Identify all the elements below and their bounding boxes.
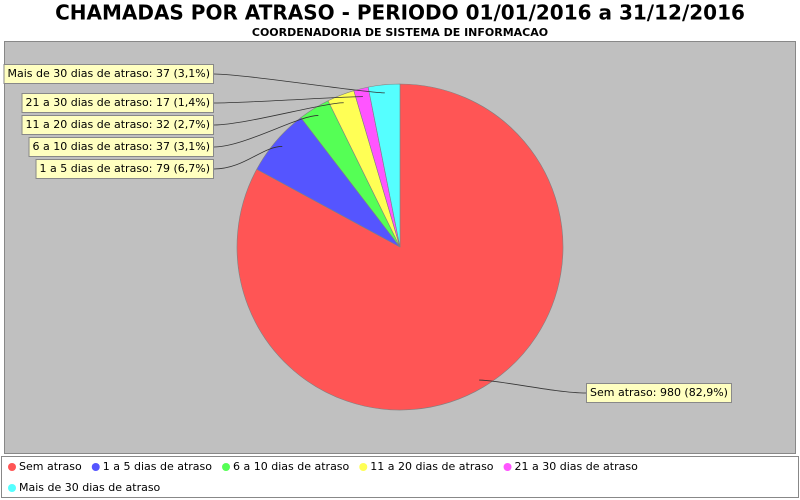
label-link bbox=[213, 146, 283, 170]
legend-label: Mais de 30 dias de atraso bbox=[19, 481, 161, 494]
chart-title: CHAMADAS POR ATRASO - PERIODO 01/01/2016… bbox=[55, 1, 745, 25]
legend-label: 6 a 10 dias de atraso bbox=[233, 460, 350, 473]
data-label: 11 a 20 dias de atraso: 32 (2,7%) bbox=[26, 118, 210, 131]
label-link bbox=[213, 115, 319, 148]
legend-label: 1 a 5 dias de atraso bbox=[103, 460, 213, 473]
legend-swatch bbox=[91, 463, 100, 471]
legend-swatch bbox=[503, 463, 512, 471]
legend-box bbox=[1, 456, 799, 498]
label-link bbox=[213, 73, 385, 94]
data-label-box bbox=[28, 137, 214, 157]
data-label-box bbox=[35, 159, 214, 179]
legend-label: Sem atraso bbox=[19, 460, 82, 473]
legend-label: 11 a 20 dias de atraso bbox=[370, 460, 494, 473]
data-label-box bbox=[21, 93, 214, 113]
legend-swatch bbox=[8, 463, 16, 471]
data-label-box bbox=[586, 383, 732, 403]
data-label: Sem atraso: 980 (82,9%) bbox=[590, 386, 728, 399]
legend-swatch bbox=[8, 484, 16, 492]
data-label: 1 a 5 dias de atraso: 79 (6,7%) bbox=[40, 162, 210, 175]
label-link bbox=[213, 102, 344, 126]
data-label: Mais de 30 dias de atraso: 37 (3,1%) bbox=[7, 67, 210, 80]
data-label-box bbox=[21, 115, 214, 135]
legend-swatch bbox=[359, 463, 368, 471]
data-label-box bbox=[3, 64, 214, 84]
data-label: 21 a 30 dias de atraso: 17 (1,4%) bbox=[26, 96, 210, 109]
label-link bbox=[479, 379, 587, 394]
label-link bbox=[213, 96, 363, 104]
data-label: 6 a 10 dias de atraso: 37 (3,1%) bbox=[33, 140, 210, 153]
pie-slice bbox=[367, 83, 401, 248]
legend-label: 21 a 30 dias de atraso bbox=[515, 460, 639, 473]
legend-swatch bbox=[222, 463, 231, 471]
chart-subtitle: COORDENADORIA DE SISTEMA DE INFORMACAO bbox=[252, 26, 548, 39]
